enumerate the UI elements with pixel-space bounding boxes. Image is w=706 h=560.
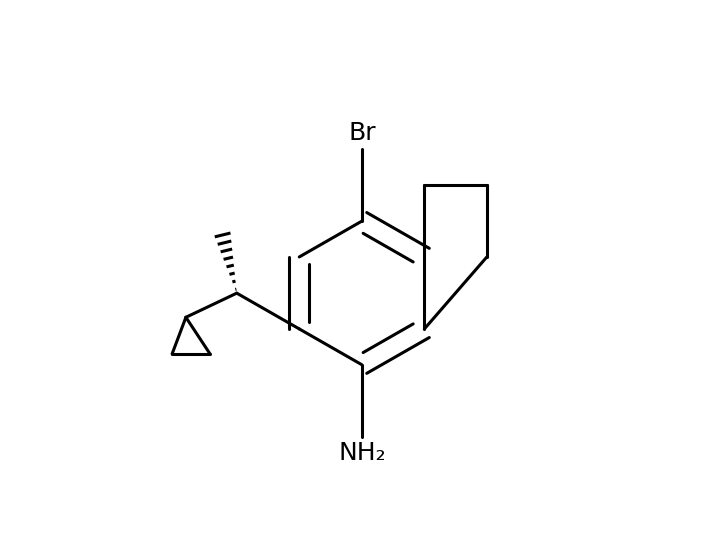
- Text: Br: Br: [348, 121, 376, 145]
- Text: NH₂: NH₂: [338, 441, 385, 465]
